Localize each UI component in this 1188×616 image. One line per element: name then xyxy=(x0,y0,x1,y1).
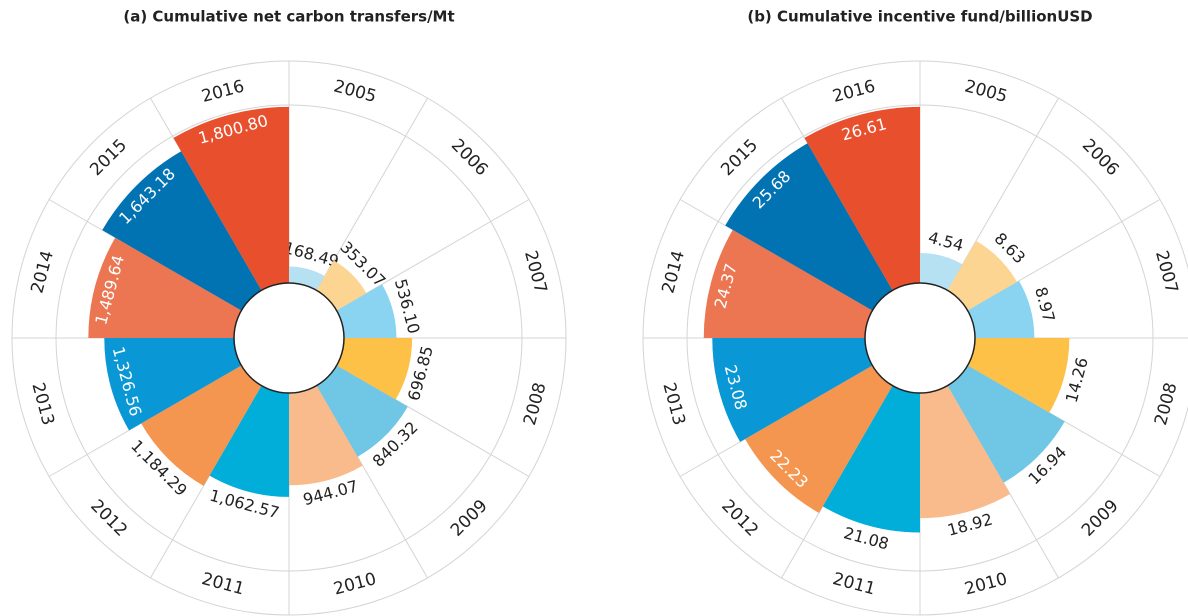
bar xyxy=(725,143,893,311)
value-label: 8.97 xyxy=(1031,285,1059,324)
bar xyxy=(804,106,920,291)
bar xyxy=(316,260,367,311)
year-label: 2005 xyxy=(332,76,379,107)
bar xyxy=(744,365,893,514)
year-label: 2010 xyxy=(332,569,379,600)
bar xyxy=(822,385,920,533)
bar xyxy=(967,338,1070,413)
bar xyxy=(289,385,363,486)
bar xyxy=(102,151,262,311)
bar xyxy=(703,229,873,338)
bar xyxy=(173,106,289,291)
bar xyxy=(336,338,413,400)
bar xyxy=(88,237,242,338)
year-label: 2005 xyxy=(963,76,1010,107)
chart-title: (b) Cumulative incentive fund/billionUSD xyxy=(747,8,1092,26)
radial-line xyxy=(316,97,428,291)
bar xyxy=(947,240,1018,311)
bar xyxy=(920,385,1011,519)
radial-line xyxy=(947,385,1059,579)
bar xyxy=(209,385,289,497)
bar xyxy=(712,338,873,442)
bar xyxy=(336,284,397,338)
bar xyxy=(967,280,1035,338)
center-hole xyxy=(233,282,345,394)
year-label: 2011 xyxy=(200,569,247,600)
year-label: 2014 xyxy=(27,249,58,296)
year-label: 2008 xyxy=(1151,381,1182,428)
radial-line xyxy=(336,199,530,311)
bar xyxy=(289,266,325,291)
year-label: 2007 xyxy=(1151,249,1182,296)
year-label: 2016 xyxy=(200,76,247,107)
year-label: 2008 xyxy=(520,381,551,428)
year-label: 2016 xyxy=(831,76,878,107)
value-label: 4.54 xyxy=(926,228,965,256)
center-hole xyxy=(864,282,976,394)
bar xyxy=(316,365,408,457)
chart-title: (a) Cumulative net carbon transfers/Mt xyxy=(123,8,454,26)
bar xyxy=(947,365,1065,483)
year-label: 2014 xyxy=(658,249,689,296)
year-label: 2011 xyxy=(831,569,878,600)
year-label: 2007 xyxy=(520,249,551,296)
year-label: 2010 xyxy=(963,569,1010,600)
year-label: 2013 xyxy=(658,381,689,428)
bar xyxy=(104,338,242,431)
bar xyxy=(920,252,963,291)
year-label: 2013 xyxy=(27,381,58,428)
bar xyxy=(141,365,262,486)
